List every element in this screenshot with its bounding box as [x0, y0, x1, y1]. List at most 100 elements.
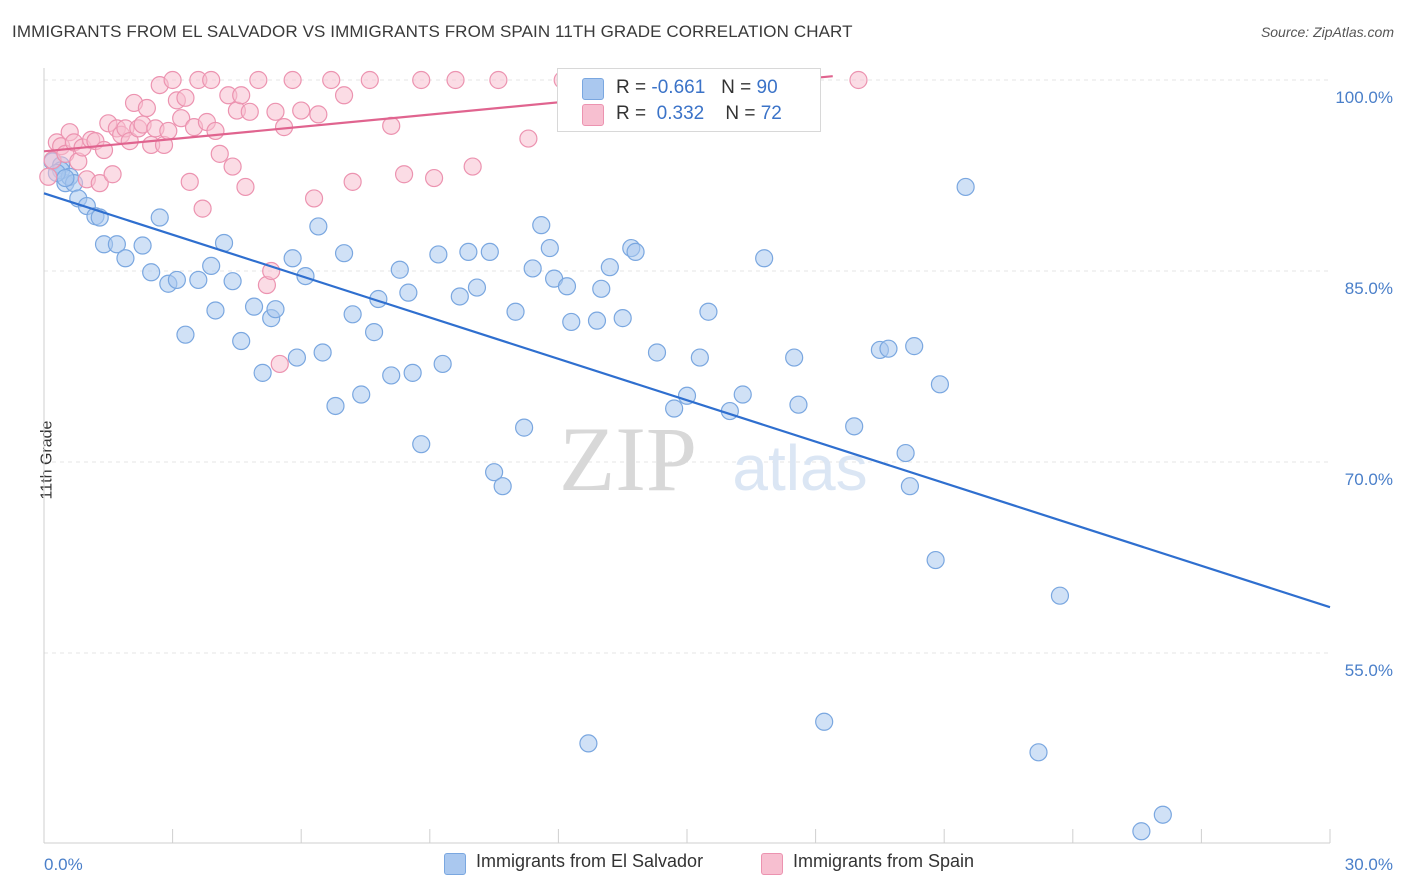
legend-swatch-pink — [582, 104, 604, 126]
data-point-blue — [1153, 805, 1172, 824]
legend-n-value: 90 — [756, 77, 778, 98]
data-point-blue — [613, 309, 632, 328]
data-point-blue — [733, 385, 752, 404]
data-point-blue — [587, 311, 607, 330]
data-point-pink — [172, 109, 191, 128]
data-point-pink — [343, 172, 362, 191]
data-point-blue — [429, 245, 448, 264]
data-point-blue — [364, 323, 384, 342]
data-point-pink — [849, 70, 868, 90]
watermark: ZIP atlas — [559, 408, 868, 510]
data-point-blue — [266, 300, 285, 319]
data-point-pink — [322, 70, 341, 90]
legend-n-value: 72 — [760, 103, 782, 124]
y-tick-label: 85.0% — [1345, 279, 1393, 298]
data-point-blue — [626, 242, 645, 261]
legend-n-label: N = — [725, 103, 756, 124]
data-point-pink — [90, 174, 109, 193]
data-point-blue — [515, 418, 534, 437]
data-point-pink — [193, 199, 212, 218]
data-point-blue — [755, 249, 774, 268]
data-point-pink — [202, 70, 221, 90]
data-point-blue — [592, 279, 611, 298]
data-point-pink — [120, 132, 139, 151]
data-point-pink — [163, 70, 182, 90]
data-point-blue — [202, 256, 221, 276]
data-point-blue — [116, 249, 135, 268]
data-point-blue — [133, 236, 152, 255]
legend-r-value: -0.661 — [651, 77, 706, 98]
data-point-blue — [956, 177, 975, 197]
data-point-pink — [394, 165, 414, 184]
data-point-blue — [506, 302, 525, 321]
data-point-blue — [493, 477, 512, 496]
data-point-blue — [313, 343, 332, 362]
tick-label-layer: 100.0% 85.0% 70.0% 55.0% 0.0% 30.0% — [44, 88, 1393, 874]
data-point-pink — [210, 144, 229, 163]
data-point-blue — [557, 277, 577, 296]
data-point-pink — [180, 172, 199, 191]
data-point-blue — [283, 249, 302, 268]
data-point-pink — [424, 168, 444, 188]
data-point-blue — [562, 312, 581, 332]
data-point-blue — [467, 278, 487, 297]
data-point-pink — [463, 157, 482, 176]
data-point-pink — [159, 121, 178, 141]
x-tick-label: 0.0% — [44, 855, 83, 874]
data-point-pink — [240, 102, 259, 121]
data-point-blue — [815, 712, 834, 731]
data-point-blue — [677, 386, 697, 405]
data-point-blue — [244, 297, 264, 316]
data-point-blue — [690, 348, 709, 367]
bottom-legend-label: Immigrants from El Salvador — [476, 851, 704, 871]
data-point-blue — [485, 463, 504, 482]
data-point-blue — [600, 258, 619, 277]
legend-n-label: N = — [721, 77, 752, 98]
watermark-zip: ZIP — [559, 408, 697, 510]
data-point-blue — [450, 287, 469, 306]
data-point-pink — [334, 86, 354, 105]
data-point-blue — [296, 266, 315, 286]
data-point-blue — [142, 263, 161, 282]
data-point-pink — [412, 70, 431, 90]
data-point-blue — [167, 270, 186, 290]
data-point-pink — [446, 70, 465, 90]
data-point-pink — [489, 70, 508, 90]
data-point-blue — [579, 734, 598, 753]
watermark-atlas: atlas — [732, 432, 867, 504]
data-point-blue — [189, 270, 208, 290]
data-point-blue — [532, 216, 551, 235]
data-point-blue — [352, 385, 371, 404]
data-point-blue — [107, 235, 126, 254]
data-point-blue — [789, 395, 808, 414]
x-tick-label: 30.0% — [1345, 855, 1393, 874]
data-point-blue — [459, 242, 478, 261]
data-point-pink — [39, 167, 58, 186]
data-point-pink — [266, 102, 285, 121]
data-point-pink — [137, 98, 156, 118]
data-point-blue — [206, 301, 225, 320]
data-point-pink — [309, 105, 328, 124]
data-point-blue — [845, 417, 864, 436]
data-point-pink — [270, 354, 289, 374]
data-point-blue — [1050, 586, 1070, 605]
data-point-pink — [249, 70, 268, 90]
data-point-pink — [519, 129, 538, 148]
data-point-blue — [287, 348, 307, 367]
chart-title: IMMIGRANTS FROM EL SALVADOR VS IMMIGRANT… — [12, 22, 853, 41]
data-point-blue — [399, 283, 418, 302]
data-point-pink — [236, 177, 255, 197]
data-point-blue — [412, 435, 431, 454]
stats-legend: R = -0.661 N = 90 R = 0.332 N = 72 — [557, 68, 821, 132]
data-point-pink — [283, 70, 302, 90]
data-point-blue — [540, 238, 559, 258]
data-point-pink — [232, 86, 251, 105]
data-point-blue — [879, 339, 898, 358]
bottom-legend-swatch-blue — [444, 853, 466, 875]
data-point-blue — [1029, 743, 1048, 762]
data-point-blue — [523, 259, 542, 278]
data-point-pink — [304, 189, 324, 208]
data-point-blue — [176, 325, 195, 344]
data-point-blue — [334, 244, 354, 263]
data-point-blue — [900, 477, 920, 496]
